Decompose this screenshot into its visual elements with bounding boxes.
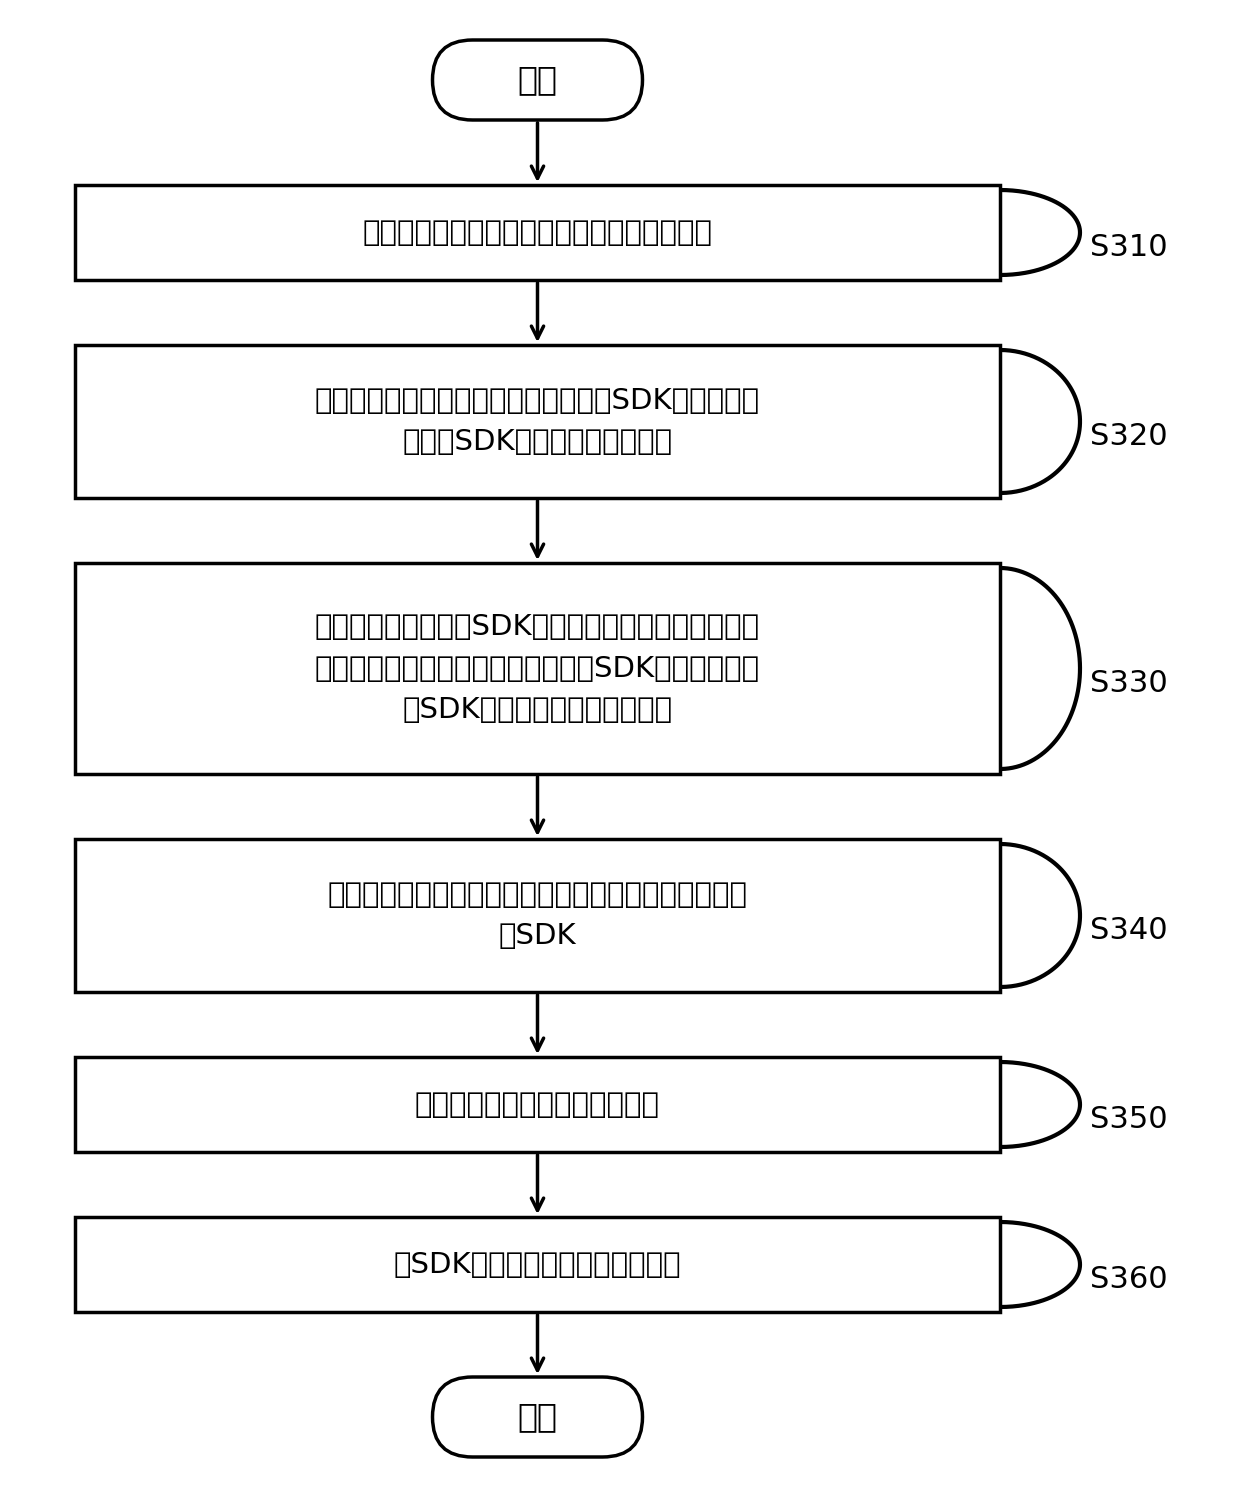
Text: 将SDK与标签号发送至代码服务器: 将SDK与标签号发送至代码服务器 (393, 1250, 681, 1279)
Text: S340: S340 (1090, 915, 1168, 945)
FancyBboxPatch shape (74, 839, 999, 992)
FancyBboxPatch shape (74, 185, 999, 280)
Text: 结合打包信息对处理后的代码文件进行编译以生成对应
的SDK: 结合打包信息对处理后的代码文件进行编译以生成对应 的SDK (327, 881, 748, 950)
FancyBboxPatch shape (433, 41, 642, 120)
Text: 从代码服务器中获取与该打包信息中的SDK标识相对应
版本的SDK代码的全部代码文件: 从代码服务器中获取与该打包信息中的SDK标识相对应 版本的SDK代码的全部代码文… (315, 386, 760, 455)
Text: S350: S350 (1090, 1105, 1168, 1133)
Text: S310: S310 (1090, 233, 1168, 262)
Text: 从数据库服务器中获取当前待处理的打包信息: 从数据库服务器中获取当前待处理的打包信息 (362, 218, 713, 246)
Text: 开始: 开始 (517, 63, 558, 96)
Text: 生成与打包信息相关联的标签号: 生成与打包信息相关联的标签号 (415, 1091, 660, 1118)
Text: S320: S320 (1090, 422, 1168, 451)
Text: 根据打包信息中的各SDK功能名称对所获取的代码文件
进行处理，以删除该打包信息包括的SDK功能名称以外
的SDK功能名称对应的功能代码: 根据打包信息中的各SDK功能名称对所获取的代码文件 进行处理，以删除该打包信息包… (315, 613, 760, 724)
FancyBboxPatch shape (74, 346, 999, 497)
Text: 结束: 结束 (517, 1401, 558, 1434)
FancyBboxPatch shape (74, 1057, 999, 1151)
FancyBboxPatch shape (433, 1377, 642, 1456)
FancyBboxPatch shape (74, 564, 999, 774)
FancyBboxPatch shape (74, 1217, 999, 1312)
Text: S360: S360 (1090, 1266, 1168, 1294)
Text: S330: S330 (1090, 669, 1168, 697)
